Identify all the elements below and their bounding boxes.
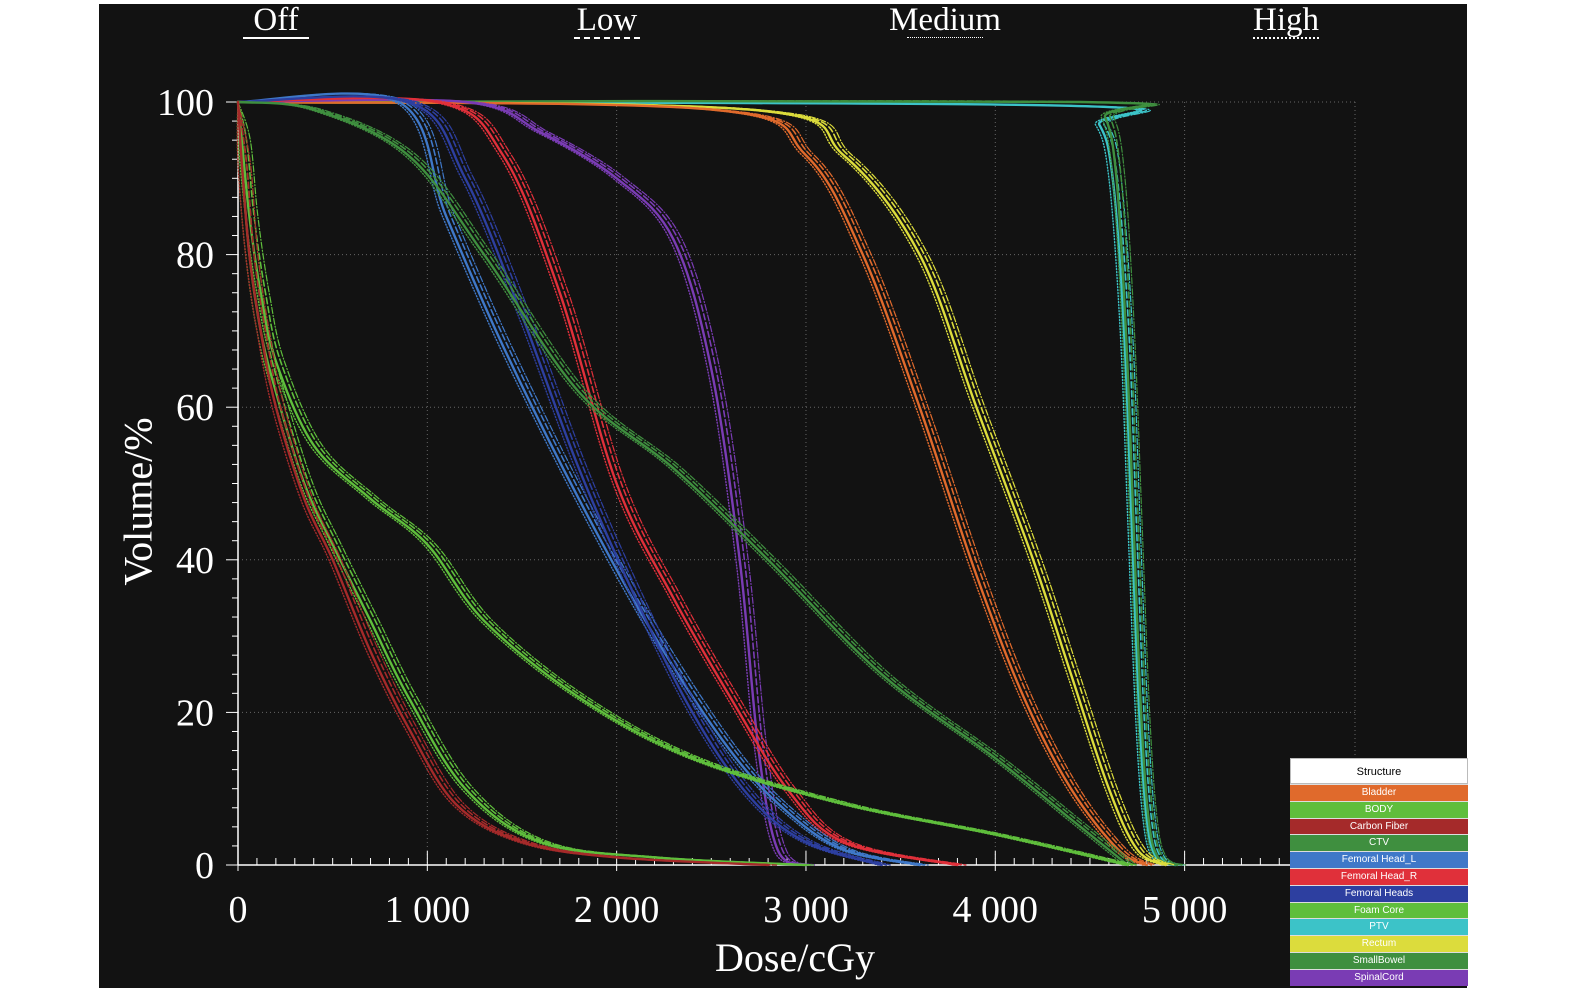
dvh-curve-foam-core (237, 101, 812, 866)
dvh-curve-bladder (237, 101, 1144, 866)
dvh-curve-rectum (236, 100, 1167, 867)
dvh-curve-femoral-heads (237, 95, 891, 866)
y-tick-label: 100 (157, 82, 214, 124)
dvh-curve-femoral-head-l (237, 92, 917, 866)
medium-line-sample (907, 37, 983, 38)
dvh-curve-body (236, 101, 1125, 866)
dvh-curve-ptv (237, 101, 1181, 866)
dvh-curve-femoral-head-l (237, 92, 929, 866)
dvh-curve-ctv (236, 99, 1179, 867)
dvh-curve-carbon-fiber (236, 100, 770, 867)
dvh-curve-ptv (237, 101, 1185, 866)
dvh-curve-ptv (236, 100, 1177, 867)
dvh-curve-rectum (237, 101, 1163, 866)
dvh-curve-femoral-heads (237, 95, 888, 866)
dvh-curve-spinalcord (236, 98, 808, 867)
x-tick-label: 1 000 (385, 889, 471, 931)
dvh-curves (236, 92, 1187, 867)
legend-item: Bladder (1290, 784, 1468, 801)
dvh-curve-smallbowel (237, 101, 1137, 866)
dvh-curve-carbon-fiber (237, 101, 778, 866)
legend-item: SpinalCord (1290, 968, 1468, 986)
legend-item: Femoral Head_L (1290, 851, 1468, 868)
legend-item: Femoral Heads (1290, 884, 1468, 902)
dvh-curve-spinalcord (237, 99, 816, 866)
dvh-curve-femoral-head-r (237, 97, 967, 866)
dvh-curve-ctv (237, 100, 1183, 866)
dvh-curve-femoral-head-r (237, 97, 963, 866)
dvh-curve-bladder (237, 101, 1156, 866)
level-label-low: Low (572, 2, 642, 39)
legend-item: Carbon Fiber (1290, 817, 1468, 835)
tick-labels: 0 20 40 60 80 100 0 1 000 2 000 3 000 4 000 5 000 (157, 82, 1227, 931)
dvh-curve-spinalcord (237, 99, 803, 866)
dvh-curve-femoral-heads (236, 95, 883, 867)
dvh-curve-body (237, 101, 1134, 866)
dvh-curve-femoral-head-l (236, 92, 921, 867)
y-axis-label: Volume/% (115, 417, 161, 586)
dvh-curve-femoral-head-l (237, 92, 926, 866)
y-tick-label: 60 (176, 387, 214, 429)
dvh-curve-rectum (237, 101, 1175, 866)
dvh-curve-carbon-fiber (237, 101, 774, 866)
dvh-curve-ptv (237, 101, 1173, 866)
high-line-sample (1253, 37, 1319, 39)
off-line-sample (243, 37, 309, 39)
legend-item: PTV (1290, 918, 1468, 936)
dvh-curve-smallbowel (236, 100, 1129, 867)
legend-header: Structure (1290, 758, 1468, 784)
level-label-off: Off (243, 2, 309, 39)
dvh-curve-carbon-fiber (236, 101, 765, 866)
legend-item: CTV (1290, 834, 1468, 852)
dvh-curve-smallbowel (237, 101, 1125, 866)
legend-item: Rectum (1290, 935, 1468, 952)
y-tick-label: 20 (176, 692, 214, 734)
dvh-curve-bladder (237, 101, 1153, 866)
dvh-curve-femoral-heads (237, 95, 879, 866)
structure-legend: Structure Bladder BODY Carbon Fiber CTV Femo… (1290, 758, 1468, 986)
dvh-curve-rectum (237, 101, 1172, 866)
x-tick-label: 5 000 (1142, 889, 1228, 931)
level-label-high: High (1253, 2, 1319, 39)
x-tick-label: 3 000 (763, 889, 849, 931)
x-tick-label: 4 000 (953, 889, 1039, 931)
chart-panel (99, 4, 1467, 988)
level-label-medium: Medium (889, 2, 1001, 38)
dvh-curve-femoral-head-r (236, 96, 959, 867)
dvh-curve-smallbowel (237, 101, 1134, 866)
y-tick-label: 40 (176, 540, 214, 582)
dvh-curve-body (237, 101, 1137, 866)
dvh-curve-femoral-head-r (237, 97, 955, 866)
y-tick-label: 0 (195, 845, 214, 887)
dvh-curve-foam-core (237, 101, 816, 866)
dvh-curve-ctv (237, 100, 1174, 866)
low-line-sample (574, 37, 640, 39)
legend-item: Foam Core (1290, 901, 1468, 919)
x-tick-label: 0 (229, 889, 248, 931)
legend-item: SmallBowel (1290, 951, 1468, 969)
legend-item: BODY (1290, 800, 1468, 818)
grid-lines (238, 101, 1356, 865)
x-tick-label: 2 000 (574, 889, 660, 931)
x-axis-label: Dose/cGy (715, 935, 875, 980)
legend-items: Bladder BODY Carbon Fiber CTV Femoral Head_L… (1290, 784, 1468, 986)
dvh-curve-foam-core (236, 101, 803, 866)
dvh-curve-ctv (237, 100, 1187, 866)
dvh-curve-spinalcord (237, 98, 812, 866)
y-tick-label: 80 (176, 235, 214, 277)
legend-item: Femoral Head_R (1290, 867, 1468, 885)
